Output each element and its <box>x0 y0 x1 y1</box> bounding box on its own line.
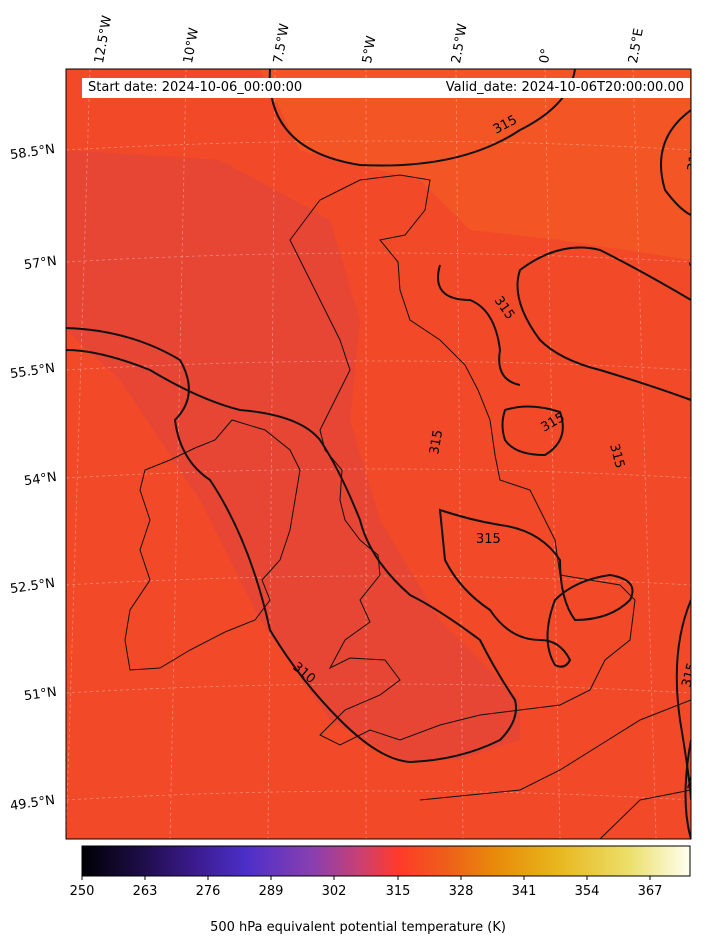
contour-label: 315 <box>606 442 627 470</box>
map-frame <box>65 68 692 840</box>
colorbar-tick-label: 263 <box>132 884 158 899</box>
contour-label: 315 <box>685 146 704 173</box>
coast-ireland <box>124 419 301 671</box>
coast-continent <box>599 789 691 839</box>
date-info-box: Start date: 2024-10-06_00:00:00 Valid_da… <box>82 78 690 98</box>
coastlines <box>124 174 691 839</box>
colorbar-tick-label: 289 <box>258 884 284 899</box>
graticule <box>66 69 691 839</box>
contour-315-island <box>501 405 564 457</box>
contour-315-scotland <box>437 264 521 386</box>
contour-315-east <box>516 246 691 401</box>
coast-france <box>419 699 691 801</box>
colorbar-tick-label: 302 <box>321 884 347 899</box>
contour-label: 315 <box>427 429 446 456</box>
colorbar-tick-label: 367 <box>637 884 663 899</box>
colorbar <box>81 845 691 877</box>
contour-label: 315 <box>476 532 501 547</box>
colorbar-tick-label: 315 <box>385 884 411 899</box>
map-area: 315 315 315 315 315 315 315 315 310 315 … <box>66 69 706 839</box>
contour-315-southeast <box>675 599 691 801</box>
colorbar-tick-label: 354 <box>574 884 600 899</box>
contour-label: 320 <box>685 765 706 793</box>
colorbar-tick-label: 341 <box>511 884 537 899</box>
colorbar-tick-label: 328 <box>448 884 474 899</box>
coast-great-britain <box>289 174 636 746</box>
colorbar-label: 500 hPa equivalent potential temperature… <box>210 920 506 935</box>
lon-label: 0° <box>537 47 555 65</box>
contour-315-northeast <box>660 109 691 216</box>
contours <box>66 69 691 839</box>
contour-320 <box>684 739 691 839</box>
valid-date: Valid_date: 2024-10-06T20:00:00.00 <box>445 80 684 95</box>
contour-310 <box>66 327 517 764</box>
contour-315-north <box>268 69 576 167</box>
colorbar-tick-label: 250 <box>69 884 95 899</box>
contour-label: 315 <box>679 661 700 689</box>
colorbar-tick-label: 276 <box>195 884 221 899</box>
contour-315-england <box>438 508 634 668</box>
colorbar-ticks <box>81 876 651 880</box>
field-north-warm <box>260 69 691 260</box>
start-date: Start date: 2024-10-06_00:00:00 <box>88 80 303 95</box>
